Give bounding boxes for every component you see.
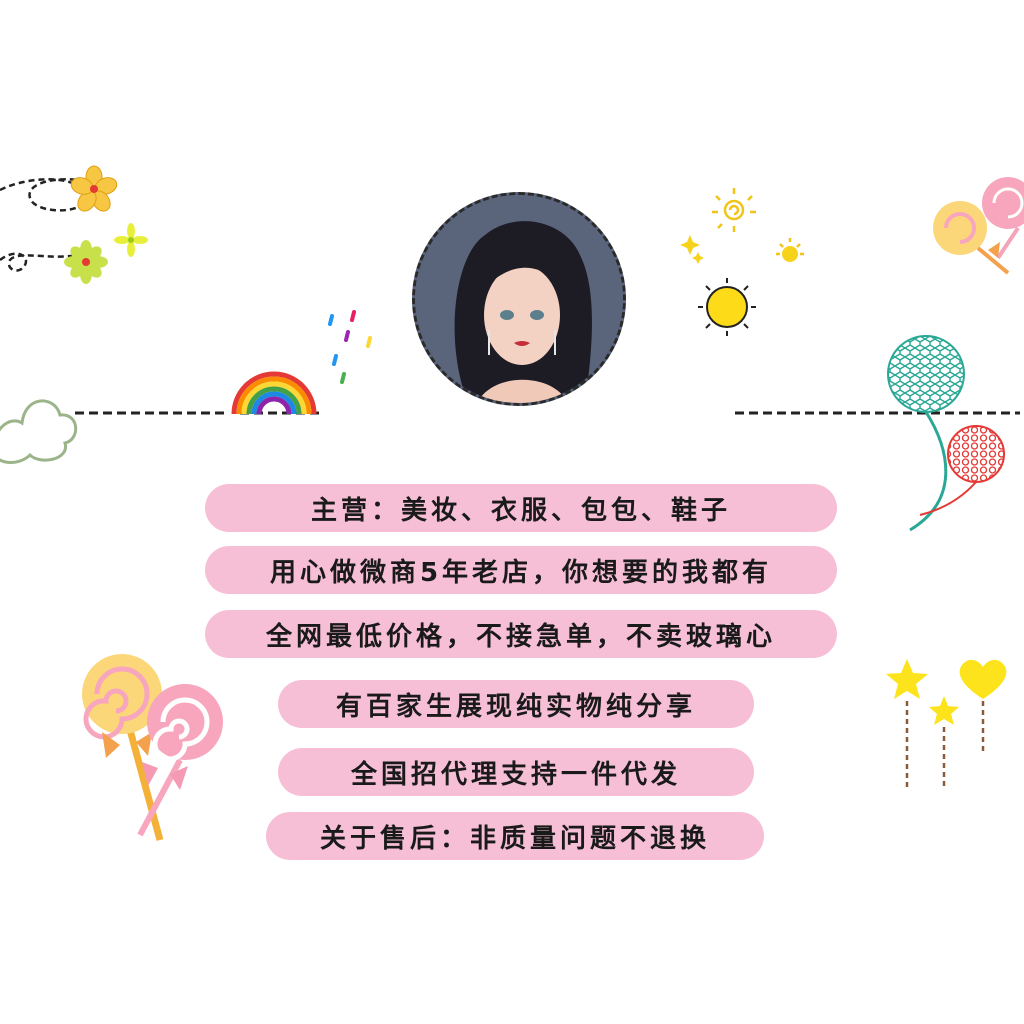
pill-store-intro: 用心做微商5年老店，你想要的我都有 <box>205 546 837 594</box>
flower-icon <box>114 223 148 257</box>
pill-after-sales: 关于售后：非质量问题不退换 <box>266 812 764 860</box>
pill-pricing-policy: 全网最低价格，不接急单，不卖玻璃心 <box>205 610 837 658</box>
lollipop-icon <box>933 177 1024 275</box>
raindrops-icon <box>328 310 372 384</box>
pill-sharing: 有百家生展现纯实物纯分享 <box>278 680 754 728</box>
heart-icon <box>959 659 1007 751</box>
dashed-divider-right <box>735 411 1020 415</box>
cloud-icon <box>0 399 78 464</box>
rainbow-icon <box>231 371 317 415</box>
dashed-divider-left <box>75 411 320 415</box>
flower-icon <box>70 165 118 212</box>
star-icon <box>886 659 928 791</box>
sparkle-icon <box>680 188 804 264</box>
pill-main-business: 主营：美妆、衣服、包包、鞋子 <box>205 484 837 532</box>
avatar <box>412 192 626 406</box>
pill-agent-recruit: 全国招代理支持一件代发 <box>278 748 754 796</box>
lollipop-icon <box>82 654 223 841</box>
star-icon <box>929 696 959 786</box>
dashed-swirl-decoration <box>0 178 96 272</box>
flower-icon <box>64 240 108 284</box>
sun-icon <box>698 278 756 336</box>
balloon-icon <box>887 335 1005 532</box>
